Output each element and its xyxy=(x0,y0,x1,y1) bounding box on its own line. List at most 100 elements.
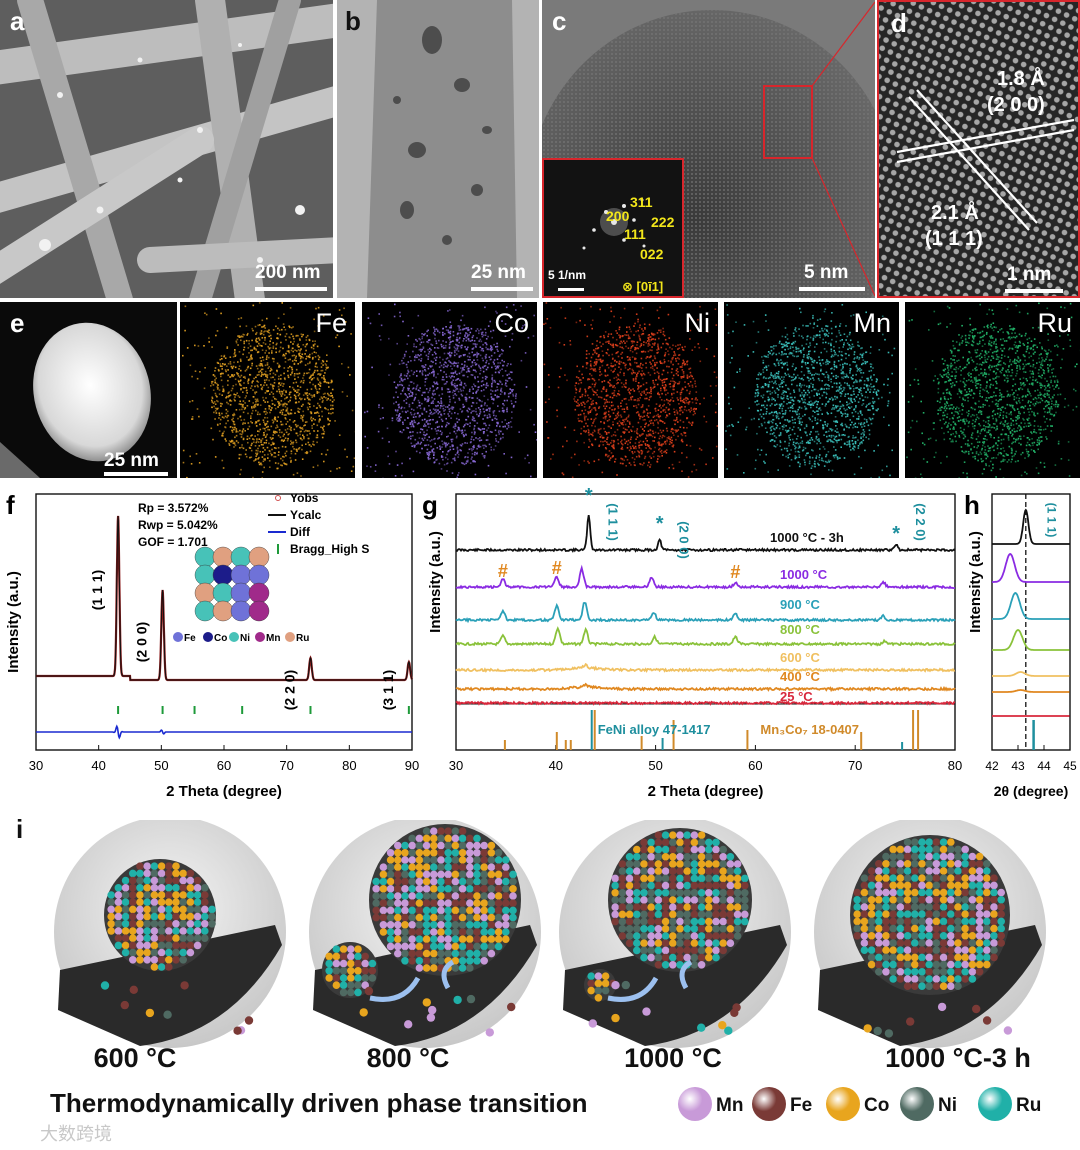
f-crystal-atom xyxy=(212,582,234,604)
panel-c-hrtem: c 311 200 222 111 022 5 1/nm ⊗ [0ī1] 5 n… xyxy=(542,0,875,298)
free-atom xyxy=(466,994,476,1004)
eds-map-ni: Ni xyxy=(543,302,718,478)
free-atom xyxy=(163,1010,172,1019)
eds-dots-ru xyxy=(906,302,1080,478)
h-xtick-label: 42 xyxy=(985,759,999,773)
f-legend-yobs-marker xyxy=(275,495,281,501)
f-xlabel: 2 Theta (degree) xyxy=(166,783,282,800)
f-xtick-label: 90 xyxy=(405,758,419,773)
temperature-label: 1000 °C-3 h xyxy=(885,1043,1031,1073)
g-series-label: 25 °C xyxy=(780,689,813,704)
panel-label-i: i xyxy=(16,814,24,844)
f-crystal-atom xyxy=(212,546,234,568)
g-xtick-label: 60 xyxy=(748,758,762,773)
g-series-label: 1000 °C xyxy=(780,567,828,582)
scale-bar-b xyxy=(471,287,533,291)
legend-atom-label: Mn xyxy=(716,1095,744,1116)
free-atom xyxy=(937,1002,947,1012)
g-ref-feni-label: FeNi alloy 47-1417 xyxy=(598,722,711,737)
eds-dots-fe xyxy=(182,302,355,478)
f-crystal-atom xyxy=(230,600,252,622)
nanoparticle xyxy=(369,824,521,976)
d-spacing-111: 2.1 Å xyxy=(931,202,979,224)
eds-map-co: Co xyxy=(362,302,537,478)
h-ylabel: Intensity (a.u.) xyxy=(967,531,984,633)
free-atom xyxy=(972,1004,981,1014)
f-crystal-legend-dot xyxy=(255,632,265,642)
g-series-line xyxy=(455,564,955,591)
h-series-line xyxy=(992,508,1070,545)
g-ref-mnco-label: Mn₃Co₇ 18-0407 xyxy=(760,722,859,737)
phase-transition-schematic xyxy=(54,820,1046,1048)
haadf-particle-image xyxy=(0,302,177,478)
free-atom xyxy=(863,1024,872,1033)
g-fcc-marker: * xyxy=(892,523,900,545)
legend-atom-fe-icon xyxy=(752,1087,786,1121)
h-series-line xyxy=(992,671,1070,677)
nanoparticle xyxy=(104,859,216,971)
nanoparticle xyxy=(850,835,1010,995)
f-xtick-label: 30 xyxy=(29,758,43,773)
migration-arrow xyxy=(607,976,659,1002)
g-xtick-label: 70 xyxy=(848,758,862,773)
free-atom xyxy=(642,1007,651,1016)
f-peak-label: (2 0 0) xyxy=(134,622,150,662)
schematic-stage xyxy=(814,820,1046,1048)
f-crystal-legend-label: Ni xyxy=(240,633,250,644)
eds-map-mn: Mn xyxy=(724,302,899,478)
panel-a-sem: a 200 nm xyxy=(0,0,333,298)
eds-map-fe: Fe xyxy=(180,302,355,478)
scale-bar-a xyxy=(255,287,327,291)
panel-label-c: c xyxy=(552,6,567,36)
scale-label-a: 200 nm xyxy=(255,262,321,283)
eds-dots-co xyxy=(364,303,537,478)
free-atom xyxy=(507,1002,516,1012)
g-xtick-label: 30 xyxy=(449,758,463,773)
h-xtick-label: 45 xyxy=(1063,759,1077,773)
f-crystal-atom xyxy=(230,564,252,586)
g-series-line xyxy=(455,700,956,706)
free-atom xyxy=(588,1019,597,1028)
free-atom xyxy=(906,1017,915,1026)
free-atom xyxy=(873,1026,882,1036)
free-atom xyxy=(1003,1026,1013,1035)
scale-label-d: 1 nm xyxy=(1007,264,1052,285)
f-ycalc-line xyxy=(36,515,413,681)
fft-spot-111: 111 xyxy=(624,226,646,242)
scale-bar-c xyxy=(799,287,865,291)
chart-f-rietveld: 30 40 50 60 70 80 90 2 Theta (degree) Intensity … xyxy=(5,490,419,800)
g-series-line xyxy=(455,662,956,673)
h-peak-label: (1 1 1) xyxy=(1044,503,1058,538)
temperature-label: 600 °C xyxy=(93,1043,177,1073)
panel-label-e: e xyxy=(10,308,25,338)
f-crystal-atom xyxy=(194,546,216,568)
chart-g-frame xyxy=(455,493,956,751)
free-atom xyxy=(364,986,374,996)
panel-label-a: a xyxy=(10,6,25,36)
g-xtick-label: 50 xyxy=(648,758,662,773)
free-atom xyxy=(982,1016,992,1025)
free-atom xyxy=(422,998,431,1007)
legend-atom-ni-icon xyxy=(900,1087,934,1121)
f-crystal-legend-dot xyxy=(285,632,295,642)
f-crystal-legend-dot xyxy=(173,632,183,642)
g-xtick-label: 40 xyxy=(549,758,563,773)
f-crystal-atom xyxy=(230,546,252,568)
h-series-line xyxy=(992,629,1070,651)
legend-atom-mn-icon xyxy=(678,1087,712,1121)
legend-atom-label: Co xyxy=(864,1095,890,1116)
f-crystal-legend-label: Co xyxy=(214,633,227,644)
free-atom xyxy=(180,981,189,990)
temperature-label: 1000 °C xyxy=(624,1043,722,1073)
h-series-line xyxy=(992,689,1070,693)
scale-label-b: 25 nm xyxy=(471,262,526,283)
migration-arrow xyxy=(679,959,693,990)
panel-d-lattice: d 1.8 Å (2 0 0) 2.1 Å (1 1 1) 1 nm xyxy=(877,0,1080,298)
free-atom xyxy=(244,1016,254,1025)
f-legend-entry: Bragg_High S xyxy=(290,542,369,556)
h-xlabel: 2θ (degree) xyxy=(994,783,1068,799)
schematic-title: Thermodynamically driven phase transitio… xyxy=(50,1088,588,1118)
eds-label-ru: Ru xyxy=(1037,308,1072,338)
f-fit-stat: Rp = 3.572% xyxy=(138,501,209,515)
g-peak-label: (1 1 1) xyxy=(606,503,621,541)
